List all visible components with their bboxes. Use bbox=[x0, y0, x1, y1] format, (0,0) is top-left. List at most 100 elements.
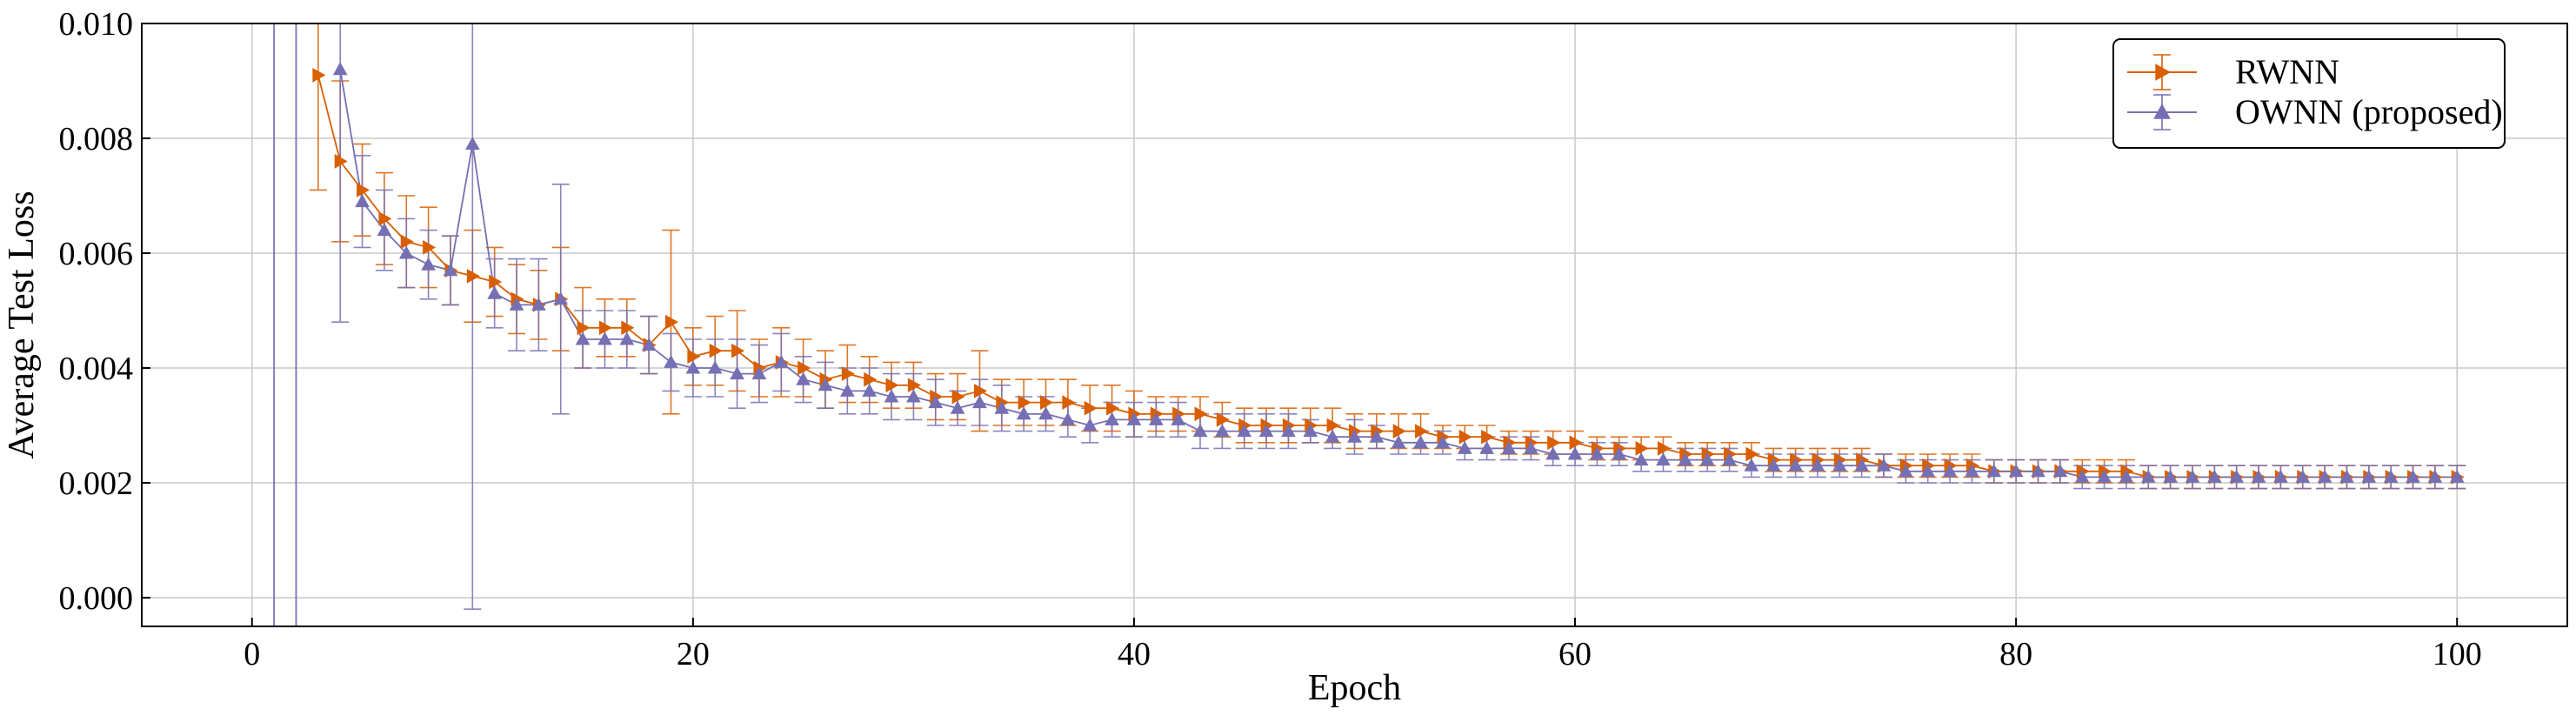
data-point bbox=[464, 137, 480, 151]
data-point bbox=[421, 257, 436, 271]
data-point bbox=[2206, 469, 2222, 483]
data-point bbox=[1854, 458, 1869, 472]
data-point bbox=[355, 194, 370, 208]
data-point bbox=[687, 349, 701, 365]
x-tick-label: 0 bbox=[244, 636, 260, 673]
data-point bbox=[907, 378, 921, 393]
x-tick-label: 20 bbox=[677, 636, 710, 673]
data-point bbox=[818, 378, 833, 391]
legend-marker bbox=[2155, 64, 2172, 81]
data-point bbox=[1523, 440, 1538, 454]
data-point bbox=[1194, 406, 1208, 422]
axis-ticks: 0 20 40 60 80 100 0.000 0.002 0.004 0.006 0.008 0.0… bbox=[59, 6, 2482, 673]
y-tick-label: 0.006 bbox=[59, 236, 134, 272]
data-point bbox=[1722, 452, 1737, 466]
data-point bbox=[1040, 395, 1054, 410]
data-point bbox=[577, 320, 591, 336]
data-point bbox=[2339, 469, 2354, 483]
data-point bbox=[1899, 464, 1913, 478]
data-point bbox=[1435, 435, 1451, 449]
error-bar bbox=[464, 23, 482, 611]
data-point bbox=[1391, 435, 1406, 449]
data-point bbox=[885, 378, 899, 393]
data-point bbox=[1060, 412, 1076, 425]
data-point bbox=[1303, 424, 1318, 438]
data-point bbox=[1876, 458, 1892, 472]
data-point bbox=[1084, 400, 1098, 416]
data-point bbox=[664, 354, 678, 368]
x-tick-label: 60 bbox=[1558, 636, 1592, 673]
x-axis-title: Epoch bbox=[1308, 668, 1401, 708]
data-point bbox=[641, 338, 657, 351]
data-point bbox=[796, 371, 811, 385]
data-point bbox=[1457, 440, 1472, 454]
data-point bbox=[621, 320, 635, 336]
data-point bbox=[487, 285, 503, 299]
data-point bbox=[2295, 469, 2311, 483]
legend-entry-rwnn: RWNN bbox=[2127, 52, 2339, 91]
data-point bbox=[1104, 412, 1119, 425]
data-point bbox=[2361, 469, 2377, 483]
data-point bbox=[1347, 429, 1362, 443]
data-point bbox=[1965, 464, 1979, 478]
data-point bbox=[334, 154, 348, 169]
data-point bbox=[332, 62, 348, 76]
data-point bbox=[2074, 469, 2090, 483]
legend-box bbox=[2112, 38, 2506, 149]
data-point bbox=[1415, 424, 1429, 438]
data-point bbox=[1126, 412, 1142, 425]
data-point bbox=[2317, 469, 2332, 483]
data-point bbox=[2229, 469, 2245, 483]
x-tick-label: 80 bbox=[1999, 636, 2032, 673]
data-point bbox=[1281, 424, 1296, 438]
data-point bbox=[841, 366, 855, 381]
data-point bbox=[1215, 424, 1230, 438]
data-point bbox=[1018, 395, 1031, 410]
data-point bbox=[1171, 412, 1186, 425]
legend-label-rwnn: RWNN bbox=[2235, 52, 2339, 91]
data-point bbox=[950, 400, 965, 414]
data-point bbox=[731, 343, 745, 358]
data-point bbox=[598, 320, 612, 336]
data-point bbox=[730, 366, 744, 380]
y-tick-label: 0.000 bbox=[59, 580, 134, 617]
error-bar bbox=[309, 23, 327, 191]
data-point bbox=[1082, 418, 1098, 432]
data-point bbox=[1699, 452, 1715, 466]
data-point bbox=[1810, 458, 1825, 472]
data-point bbox=[597, 331, 612, 345]
data-point bbox=[1832, 458, 1847, 472]
data-point bbox=[2163, 469, 2178, 483]
data-point bbox=[751, 366, 767, 380]
data-point bbox=[2251, 469, 2266, 483]
data-point bbox=[862, 383, 878, 397]
x-tick-label: 40 bbox=[1118, 636, 1151, 673]
data-point bbox=[1745, 446, 1759, 462]
data-point bbox=[423, 240, 437, 255]
data-point bbox=[1635, 441, 1649, 456]
data-point bbox=[377, 223, 392, 237]
data-point bbox=[398, 245, 414, 259]
y-tick-label: 0.004 bbox=[59, 351, 134, 387]
data-point bbox=[1038, 406, 1053, 420]
data-point bbox=[1392, 424, 1406, 438]
data-point bbox=[1920, 464, 1936, 478]
data-point bbox=[1258, 424, 1274, 438]
data-point bbox=[1237, 424, 1252, 438]
data-point bbox=[509, 297, 524, 311]
data-point bbox=[1545, 446, 1561, 460]
data-point bbox=[709, 343, 723, 358]
data-point bbox=[1765, 458, 1781, 472]
data-point bbox=[864, 371, 878, 387]
data-point bbox=[2119, 469, 2134, 483]
data-point bbox=[2097, 469, 2112, 483]
data-point bbox=[400, 234, 414, 250]
data-point bbox=[839, 383, 855, 397]
data-point bbox=[665, 314, 679, 330]
data-point bbox=[466, 269, 480, 284]
data-point bbox=[357, 183, 370, 197]
data-point bbox=[884, 389, 899, 403]
data-point bbox=[928, 395, 944, 409]
data-point bbox=[575, 331, 591, 345]
data-point bbox=[443, 263, 458, 277]
